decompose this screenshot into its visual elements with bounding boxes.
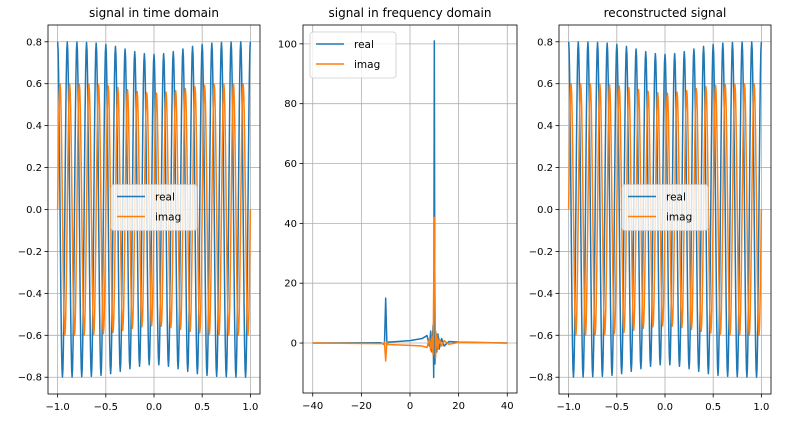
y-tick-label: −0.8 bbox=[529, 373, 553, 384]
legend-box bbox=[621, 184, 709, 231]
x-tick-label: 1.0 bbox=[242, 402, 258, 413]
y-tick-label: 0.0 bbox=[537, 205, 553, 216]
series-line-imag bbox=[312, 216, 508, 362]
subplot-2: −40 −20 0 20 40 0 20 40 60 80 100 signal in frequen… bbox=[278, 6, 518, 412]
legend: real imag bbox=[110, 184, 198, 231]
subplot-1: −1.0 −0.5 0.0 0.5 1.0 −0.8 −0.6 −0.4 −0.2 0.0 0.2 0… bbox=[18, 6, 261, 413]
legend: real imag bbox=[621, 184, 709, 231]
y-tick-label: 0.6 bbox=[26, 79, 42, 90]
y-tick-label: 0.8 bbox=[26, 37, 42, 48]
x-tick-label: 0.5 bbox=[705, 402, 721, 413]
legend-label-imag: imag bbox=[354, 59, 380, 71]
y-tick-label: −0.2 bbox=[529, 247, 553, 258]
subplot-3: −1.0 −0.5 0.0 0.5 1.0 −0.8 −0.6 −0.4 −0.2 0.0 0.2 0… bbox=[529, 6, 772, 413]
y-tick-label: −0.2 bbox=[18, 247, 42, 258]
y-tick-label: 0.8 bbox=[537, 37, 553, 48]
x-tick-label: 20 bbox=[452, 401, 465, 412]
x-tick-label: 0.5 bbox=[194, 402, 210, 413]
y-tick-label: 20 bbox=[284, 279, 297, 290]
x-tick-label: 0 bbox=[407, 401, 413, 412]
x-tick-label: −20 bbox=[351, 401, 372, 412]
x-tick-label: 0.0 bbox=[146, 402, 162, 413]
axes-frame bbox=[558, 24, 772, 395]
x-tick-label: 40 bbox=[501, 401, 514, 412]
subplot-title: reconstructed signal bbox=[604, 6, 727, 20]
x-tick-label: −40 bbox=[302, 401, 323, 412]
legend-label-real: real bbox=[155, 192, 175, 204]
x-tick-label: −1.0 bbox=[45, 402, 69, 413]
y-tick-label: 40 bbox=[284, 219, 297, 230]
subplot-title: signal in frequency domain bbox=[328, 6, 491, 20]
y-tick-label: 0.6 bbox=[537, 79, 553, 90]
y-tick-label: −0.6 bbox=[529, 331, 553, 342]
legend-label-real: real bbox=[666, 192, 686, 204]
axes-frame bbox=[302, 24, 518, 394]
y-tick-label: 100 bbox=[278, 39, 297, 50]
legend-box bbox=[309, 31, 397, 79]
legend: real imag bbox=[309, 31, 397, 79]
y-tick-label: 0.0 bbox=[26, 205, 42, 216]
x-tick-label: −0.5 bbox=[94, 402, 118, 413]
x-tick-label: −1.0 bbox=[556, 402, 580, 413]
axes-frame bbox=[47, 24, 261, 395]
y-tick-label: −0.4 bbox=[529, 289, 553, 300]
y-tick-label: −0.8 bbox=[18, 373, 42, 384]
x-tick-label: −0.5 bbox=[605, 402, 629, 413]
y-tick-label: 0.4 bbox=[537, 121, 553, 132]
legend-label-imag: imag bbox=[155, 212, 181, 224]
x-tick-label: 0.0 bbox=[657, 402, 673, 413]
y-tick-label: 0 bbox=[291, 339, 297, 350]
subplot-title: signal in time domain bbox=[89, 6, 219, 20]
y-tick-label: −0.6 bbox=[18, 331, 42, 342]
legend-label-real: real bbox=[354, 39, 374, 51]
y-tick-label: 60 bbox=[284, 159, 297, 170]
y-tick-label: 80 bbox=[284, 99, 297, 110]
y-tick-label: −0.4 bbox=[18, 289, 42, 300]
y-tick-label: 0.2 bbox=[26, 163, 42, 174]
y-tick-label: 0.4 bbox=[26, 121, 42, 132]
legend-label-imag: imag bbox=[666, 212, 692, 224]
x-tick-label: 1.0 bbox=[753, 402, 769, 413]
plot-area bbox=[312, 40, 508, 379]
legend-box bbox=[110, 184, 198, 231]
y-tick-label: 0.2 bbox=[537, 163, 553, 174]
